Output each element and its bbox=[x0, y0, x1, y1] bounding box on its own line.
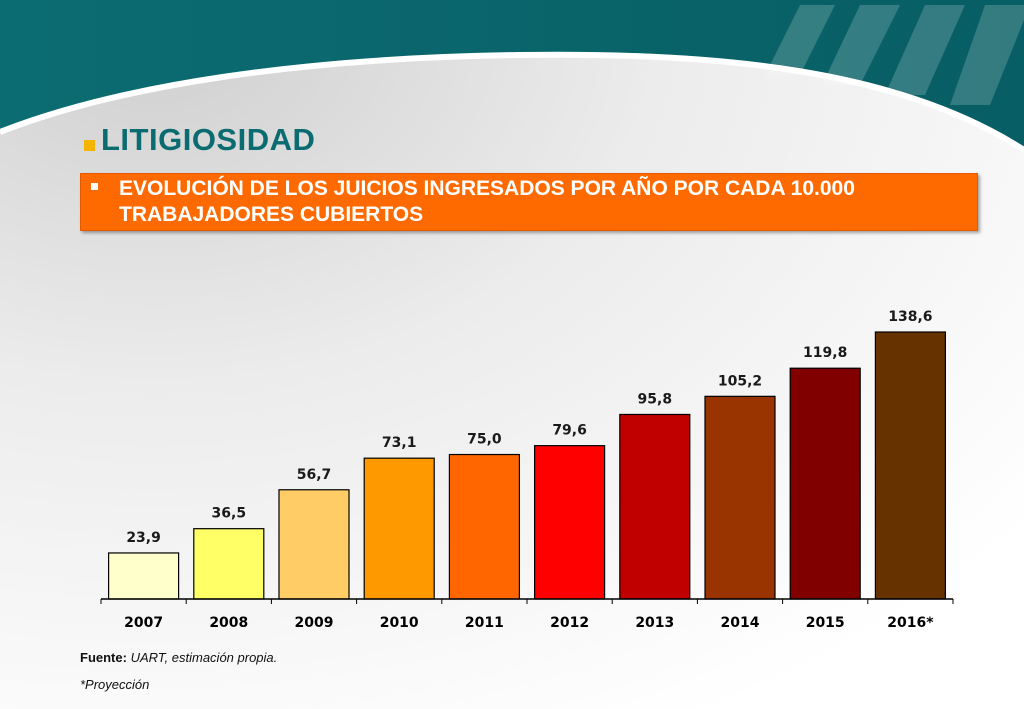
bar-2012 bbox=[533, 445, 606, 600]
title-row: LITIGIOSIDAD bbox=[84, 122, 315, 158]
bar-2015 bbox=[789, 367, 861, 600]
white-swoosh-line bbox=[0, 51, 1024, 153]
source-note: Fuente: UART, estimación propia. bbox=[80, 650, 277, 665]
bar-2013 bbox=[619, 413, 691, 600]
bar-2010 bbox=[363, 457, 435, 600]
data-label-2013: 95,8 bbox=[638, 391, 673, 407]
subtitle-banner: EVOLUCIÓN DE LOS JUICIOS INGRESADOS POR … bbox=[80, 173, 978, 231]
x-tick-label-2012: 2012 bbox=[550, 615, 589, 631]
x-tick-label-2016*: 2016* bbox=[887, 615, 934, 631]
data-label-2015: 119,8 bbox=[803, 345, 847, 361]
data-label-2007: 23,9 bbox=[126, 530, 161, 546]
teal-header-band bbox=[0, 0, 1024, 150]
source-text: UART, estimación propia. bbox=[130, 650, 278, 665]
data-label-2010: 73,1 bbox=[382, 435, 417, 451]
source-label: Fuente: bbox=[80, 650, 127, 665]
x-tick-label-2007: 2007 bbox=[124, 615, 163, 631]
banner-text: EVOLUCIÓN DE LOS JUICIOS INGRESADOS POR … bbox=[119, 177, 855, 226]
data-label-2014: 105,2 bbox=[718, 373, 762, 389]
bar-2009 bbox=[278, 489, 350, 600]
data-label-2012: 79,6 bbox=[552, 423, 587, 439]
x-tick-label-2011: 2011 bbox=[465, 615, 504, 631]
data-label-2008: 36,5 bbox=[212, 506, 247, 522]
data-label-2016*: 138,6 bbox=[888, 309, 932, 325]
bar-2008 bbox=[193, 528, 265, 600]
square-bullet-icon bbox=[91, 183, 98, 190]
x-tick-label-2008: 2008 bbox=[209, 615, 248, 631]
bar-2007 bbox=[107, 552, 180, 600]
x-tick-label-2015: 2015 bbox=[806, 615, 845, 631]
data-label-2011: 75,0 bbox=[467, 432, 502, 448]
projection-note: *Proyección bbox=[80, 677, 150, 692]
bar-2011 bbox=[448, 453, 520, 600]
bar-2016* bbox=[874, 331, 947, 600]
x-tick-label-2010: 2010 bbox=[380, 615, 419, 631]
logo-watermark bbox=[765, 5, 1024, 105]
title-bullet-icon bbox=[84, 139, 95, 151]
x-tick-label-2013: 2013 bbox=[635, 615, 674, 631]
bar-2014 bbox=[704, 395, 776, 600]
x-tick-label-2014: 2014 bbox=[721, 615, 760, 631]
data-label-2009: 56,7 bbox=[297, 467, 332, 483]
x-tick-label-2009: 2009 bbox=[295, 615, 334, 631]
page-title: LITIGIOSIDAD bbox=[101, 122, 316, 157]
